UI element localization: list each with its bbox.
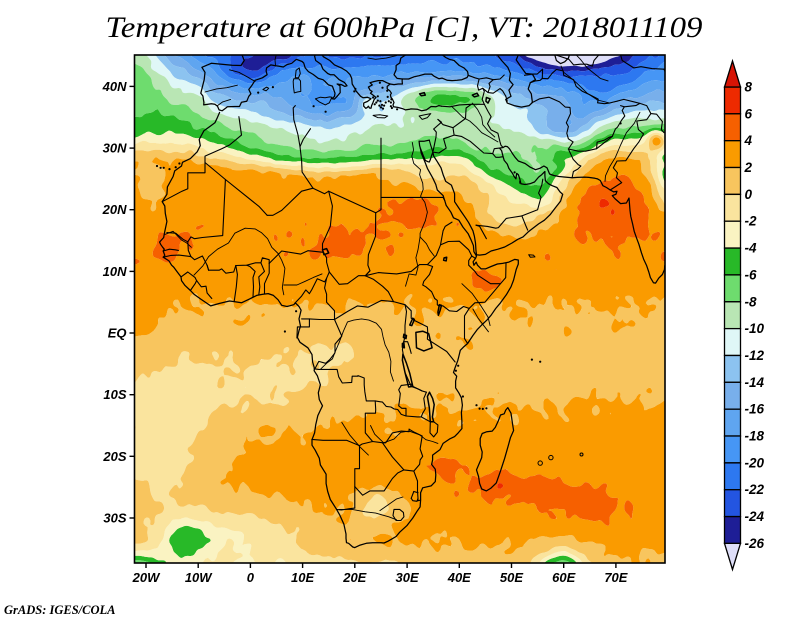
svg-text:30E: 30E bbox=[396, 570, 419, 585]
svg-text:-20: -20 bbox=[745, 455, 765, 470]
svg-text:10N: 10N bbox=[103, 264, 127, 279]
svg-text:0: 0 bbox=[745, 187, 753, 202]
svg-text:20W: 20W bbox=[132, 570, 161, 585]
svg-text:-16: -16 bbox=[745, 402, 765, 417]
svg-text:10W: 10W bbox=[185, 570, 213, 585]
svg-text:-8: -8 bbox=[745, 294, 757, 309]
svg-text:-22: -22 bbox=[745, 482, 765, 497]
svg-text:30N: 30N bbox=[103, 141, 127, 156]
svg-text:10S: 10S bbox=[103, 387, 126, 402]
svg-text:-18: -18 bbox=[745, 429, 765, 444]
svg-text:0: 0 bbox=[247, 570, 255, 585]
svg-text:60E: 60E bbox=[552, 570, 575, 585]
svg-text:-4: -4 bbox=[745, 241, 757, 256]
svg-text:50E: 50E bbox=[500, 570, 523, 585]
svg-text:30S: 30S bbox=[103, 511, 126, 526]
svg-text:-2: -2 bbox=[745, 214, 757, 229]
svg-text:-14: -14 bbox=[745, 375, 765, 390]
svg-text:GrADS: IGES/COLA: GrADS: IGES/COLA bbox=[4, 603, 116, 617]
svg-text:8: 8 bbox=[745, 80, 753, 95]
svg-text:-10: -10 bbox=[745, 321, 765, 336]
svg-text:40E: 40E bbox=[447, 570, 471, 585]
svg-text:Temperature at 600hPa [C], VT:: Temperature at 600hPa [C], VT: 201801110… bbox=[106, 11, 703, 44]
svg-text:70E: 70E bbox=[604, 570, 627, 585]
svg-text:6: 6 bbox=[745, 106, 753, 121]
svg-text:20S: 20S bbox=[102, 449, 126, 464]
svg-text:4: 4 bbox=[744, 133, 753, 148]
svg-text:-26: -26 bbox=[745, 536, 765, 551]
svg-text:10E: 10E bbox=[291, 570, 314, 585]
svg-text:40N: 40N bbox=[102, 79, 127, 94]
svg-text:-12: -12 bbox=[745, 348, 765, 363]
svg-text:EQ: EQ bbox=[108, 326, 127, 341]
svg-text:2: 2 bbox=[744, 160, 753, 175]
svg-text:20E: 20E bbox=[342, 570, 366, 585]
svg-text:-6: -6 bbox=[745, 267, 757, 282]
svg-text:20N: 20N bbox=[102, 202, 127, 217]
svg-text:-24: -24 bbox=[745, 509, 765, 524]
